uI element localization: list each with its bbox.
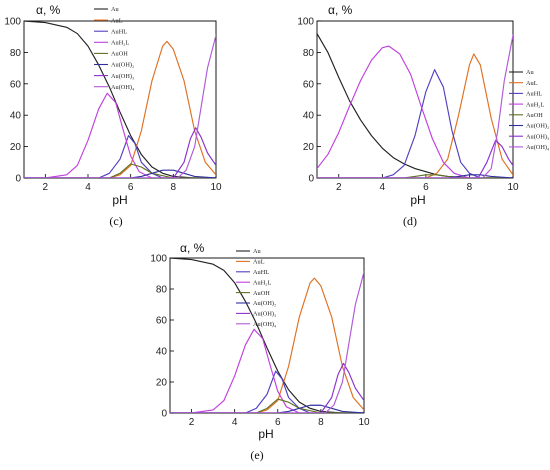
y-axis-title-c: α, %	[36, 3, 61, 17]
series-line-aul	[317, 53, 513, 178]
legend-d: Au AuL AuHL AuH₂L AuOH Au(OH)₂ Au(OH)₃ Au(OH)₄	[509, 69, 549, 151]
legend-label: AuL	[111, 17, 123, 24]
legend-e: Au AuL AuHL AuH₂L AuOH Au(OH)₂ Au(OH)₃ Au(OH)₄	[236, 248, 276, 328]
legend-label: AuOH	[526, 112, 543, 119]
legend-label: Au(OH)₃	[111, 73, 134, 80]
legend-label: Au(OH)₂	[111, 62, 134, 69]
legend-label: AuHL	[111, 28, 127, 35]
y-tick-label-e: 80	[156, 285, 168, 296]
series-line-auhl	[317, 69, 513, 178]
x-tick-label-c: 8	[171, 182, 177, 193]
y-tick-label-e: 100	[150, 254, 167, 265]
series-line-auoh	[170, 398, 364, 413]
x-tick-label-c: 2	[43, 182, 49, 193]
x-tick-label-c: 4	[85, 182, 91, 193]
series-line-au-oh-3	[170, 362, 364, 413]
x-axis-title-e: pH	[258, 427, 273, 441]
y-tick-label-e: 60	[156, 316, 168, 327]
y-tick-label-d: 80	[303, 48, 315, 59]
plot-area-d	[316, 20, 514, 179]
y-tick-label-c: 0	[15, 174, 21, 185]
legend-label: Au	[526, 69, 535, 76]
x-tick-label-d: 10	[507, 182, 519, 193]
series-line-au	[170, 257, 364, 413]
x-tick-label-d: 4	[380, 182, 386, 193]
series-line-au	[317, 32, 513, 178]
panel-label-e: (e)	[250, 448, 263, 462]
legend-label: AuOH	[111, 51, 128, 58]
x-tick-label-d: 2	[336, 182, 342, 193]
series-line-auh2l	[317, 45, 513, 178]
legend-label: AuL	[526, 80, 538, 87]
y-tick-label-c: 40	[10, 111, 22, 122]
legend-label: Au	[111, 6, 120, 13]
y-tick-label-d: 0	[308, 174, 314, 185]
y-tick-label-d: 20	[303, 142, 315, 153]
y-tick-label-c: 60	[10, 79, 22, 90]
y-tick-label-e: 0	[161, 409, 167, 420]
x-tick-label-e: 2	[189, 417, 195, 428]
x-tick-label-c: 6	[128, 182, 134, 193]
x-tick-label-e: 6	[275, 417, 281, 428]
legend-label: Au(OH)₄	[253, 321, 276, 328]
y-tick-label-d: 40	[303, 111, 315, 122]
legend-label: Au(OH)₄	[111, 84, 134, 91]
legend-label: Au	[253, 248, 262, 255]
series-line-au-oh-4	[24, 34, 216, 178]
y-tick-label-c: 80	[10, 48, 22, 59]
legend-label: AuHL	[253, 269, 269, 276]
x-tick-label-d: 6	[423, 182, 429, 193]
legend-label: Au(OH)₂	[253, 300, 276, 307]
x-tick-label-d: 8	[467, 182, 473, 193]
legend-label: AuOH	[253, 290, 270, 297]
x-axis-title-d: pH	[410, 193, 425, 207]
x-tick-label-e: 8	[318, 417, 324, 428]
series-line-au-oh-2	[317, 174, 513, 178]
legend-label: Au(OH)₄	[526, 144, 549, 151]
panel-label-d: (d)	[403, 214, 417, 228]
y-tick-label-c: 20	[10, 142, 22, 153]
legend-label: AuL	[253, 259, 265, 266]
series-line-au-oh-3	[24, 127, 216, 178]
legend-c: Au AuL AuHL AuH₂L AuOH Au(OH)₂ Au(OH)₃ Au(OH)₄	[94, 6, 134, 91]
panel-label-c: (c)	[109, 214, 122, 228]
y-tick-label-e: 20	[156, 378, 168, 389]
y-tick-label-d: 60	[303, 79, 315, 90]
series-line-au-oh-4	[170, 271, 364, 413]
series-line-auh2l	[24, 92, 216, 178]
y-tick-label-c: 100	[4, 17, 21, 28]
series-line-auhl	[24, 135, 216, 178]
legend-label: Au(OH)₂	[526, 123, 549, 130]
legend-label: AuH₂L	[526, 101, 544, 108]
legend-label: AuH₂L	[111, 40, 129, 47]
y-axis-title-e: α, %	[180, 241, 205, 255]
y-tick-label-e: 40	[156, 347, 168, 358]
legend-label: Au(OH)₃	[253, 311, 276, 318]
legend-label: Au(OH)₃	[526, 133, 549, 140]
x-axis-title-c: pH	[112, 193, 127, 207]
series-line-auhl	[170, 370, 364, 413]
series-line-au	[24, 20, 216, 178]
x-tick-label-c: 10	[210, 182, 222, 193]
series-line-auoh	[24, 163, 216, 178]
series-line-au-oh-4	[317, 34, 513, 178]
legend-label: AuH₂L	[253, 279, 271, 286]
legend-label: AuHL	[526, 91, 542, 98]
x-tick-label-e: 4	[232, 417, 238, 428]
x-tick-label-e: 10	[358, 417, 370, 428]
y-axis-title-d: α, %	[328, 3, 353, 17]
series-line-au-oh-3	[317, 139, 513, 178]
series-line-auh2l	[170, 328, 364, 413]
y-tick-label-d: 100	[297, 17, 314, 28]
